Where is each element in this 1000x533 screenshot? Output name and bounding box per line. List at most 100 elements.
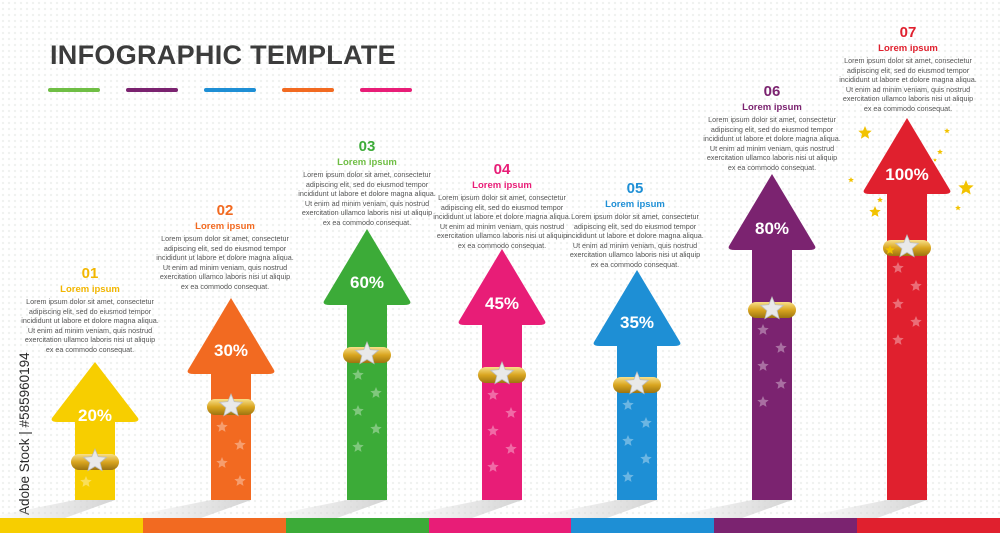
shaft-star-icon bbox=[370, 423, 382, 434]
step-2: 02 Lorem ipsum Lorem ipsum dolor sit ame… bbox=[155, 202, 295, 292]
bottom-bar-segment bbox=[857, 518, 1000, 533]
shaft-star-icon bbox=[622, 399, 634, 410]
page-title: INFOGRAPHIC TEMPLATE bbox=[50, 40, 396, 70]
arrow-head bbox=[863, 118, 951, 194]
step-4: 04 Lorem ipsum Lorem ipsum dolor sit ame… bbox=[432, 161, 572, 251]
shaft-star-icon bbox=[487, 461, 499, 472]
star-icon bbox=[894, 233, 920, 258]
shaft-star-icon bbox=[892, 298, 904, 309]
shaft-star-icon bbox=[775, 342, 787, 353]
bottom-bar-segment bbox=[714, 518, 858, 533]
step-description: Lorem ipsum dolor sit amet, consectetur a… bbox=[566, 212, 704, 269]
step-number: 06 bbox=[763, 83, 781, 100]
arrow-shadow bbox=[797, 500, 927, 518]
percent-label: 30% bbox=[214, 341, 248, 360]
bottom-color-bar bbox=[0, 518, 1000, 533]
sparkle-star-icon bbox=[958, 180, 974, 195]
color-swatch bbox=[360, 88, 412, 92]
shaft-star-icon bbox=[352, 441, 364, 452]
arrow-5: 35% bbox=[527, 270, 681, 518]
step-description: Lorem ipsum dolor sit amet, consectetur a… bbox=[433, 193, 571, 250]
sparkle-star-icon bbox=[955, 205, 961, 211]
arrow-shaft bbox=[347, 303, 387, 500]
shaft-star-icon bbox=[910, 280, 922, 291]
sparkle-star-icon bbox=[858, 126, 872, 139]
stock-watermark: Adobe Stock | #585960194 bbox=[17, 352, 32, 515]
step-1: 01 Lorem ipsum Lorem ipsum dolor sit ame… bbox=[20, 265, 160, 355]
arrow-shadow bbox=[527, 500, 657, 518]
star-icon bbox=[624, 370, 650, 395]
step-heading: Lorem ipsum bbox=[605, 199, 665, 210]
step-description: Lorem ipsum dolor sit amet, consectetur a… bbox=[298, 170, 436, 227]
star-icon bbox=[354, 340, 380, 365]
shaft-star-icon bbox=[640, 417, 652, 428]
arrow-head bbox=[458, 249, 546, 325]
percent-label: 35% bbox=[620, 313, 654, 332]
percent-label: 60% bbox=[350, 273, 384, 292]
arrow-shaft bbox=[482, 323, 522, 500]
step-heading: Lorem ipsum bbox=[60, 284, 120, 295]
bottom-bar-segment bbox=[142, 518, 286, 533]
star-icon bbox=[218, 392, 244, 417]
shaft-star-icon bbox=[505, 443, 517, 454]
arrow-shaft bbox=[211, 372, 251, 500]
arrow-head bbox=[187, 298, 275, 374]
shaft-star-icon bbox=[622, 471, 634, 482]
arrow-head bbox=[593, 270, 681, 346]
star-icon bbox=[82, 447, 108, 472]
arrow-shaft bbox=[752, 248, 792, 500]
arrow-6: 80% bbox=[662, 174, 816, 518]
bottom-bar-segment bbox=[428, 518, 572, 533]
sparkle-star-icon bbox=[869, 206, 881, 217]
percent-label: 45% bbox=[485, 294, 519, 313]
step-heading: Lorem ipsum bbox=[195, 221, 255, 232]
step-description: Lorem ipsum dolor sit amet, consectetur a… bbox=[21, 297, 159, 354]
color-swatch bbox=[282, 88, 334, 92]
step-heading: Lorem ipsum bbox=[742, 102, 802, 113]
shaft-star-icon bbox=[352, 369, 364, 380]
shaft-star-icon bbox=[757, 360, 769, 371]
arrow-shaft bbox=[617, 344, 657, 500]
shaft-star-icon bbox=[640, 453, 652, 464]
star-icon bbox=[489, 360, 515, 385]
star-icon bbox=[759, 295, 785, 320]
step-number: 04 bbox=[493, 161, 511, 178]
shaft-star-icon bbox=[892, 334, 904, 345]
arrow-4: 45% bbox=[392, 249, 546, 518]
arrow-shadow bbox=[662, 500, 792, 518]
shaft-star-icon bbox=[757, 396, 769, 407]
step-description: Lorem ipsum dolor sit amet, consectetur a… bbox=[839, 56, 977, 113]
step-number: 07 bbox=[899, 24, 917, 41]
sparkle-star-icon bbox=[848, 177, 854, 183]
arrow-shadow bbox=[257, 500, 387, 518]
watermark-text: Adobe Stock | #585960194 bbox=[17, 352, 32, 515]
shaft-star-icon bbox=[352, 405, 364, 416]
arrow-head bbox=[728, 174, 816, 250]
sparkle-star-icon bbox=[885, 245, 895, 254]
shaft-star-icon bbox=[505, 407, 517, 418]
color-swatch bbox=[48, 88, 100, 92]
shaft-star-icon bbox=[892, 262, 904, 273]
percent-label: 80% bbox=[755, 219, 789, 238]
color-swatch bbox=[204, 88, 256, 92]
step-7: 07 Lorem ipsum Lorem ipsum dolor sit ame… bbox=[838, 24, 978, 114]
shaft-star-icon bbox=[216, 421, 228, 432]
step-heading: Lorem ipsum bbox=[472, 180, 532, 191]
sparkle-star-icon bbox=[944, 128, 950, 134]
shaft-star-icon bbox=[487, 425, 499, 436]
color-swatch bbox=[126, 88, 178, 92]
sparkle-star-icon bbox=[933, 158, 937, 162]
shaft-star-icon bbox=[80, 476, 92, 487]
step-description: Lorem ipsum dolor sit amet, consectetur a… bbox=[703, 115, 841, 172]
bottom-bar-segment bbox=[571, 518, 715, 533]
shaft-star-icon bbox=[370, 387, 382, 398]
step-number: 01 bbox=[81, 265, 99, 282]
percent-label: 20% bbox=[78, 406, 112, 425]
bottom-bar-segment bbox=[0, 518, 143, 533]
percent-label: 100% bbox=[885, 165, 928, 184]
step-number: 02 bbox=[216, 202, 234, 219]
step-5: 05 Lorem ipsum Lorem ipsum dolor sit ame… bbox=[565, 180, 705, 270]
shaft-star-icon bbox=[234, 439, 246, 450]
arrow-head bbox=[51, 362, 139, 422]
